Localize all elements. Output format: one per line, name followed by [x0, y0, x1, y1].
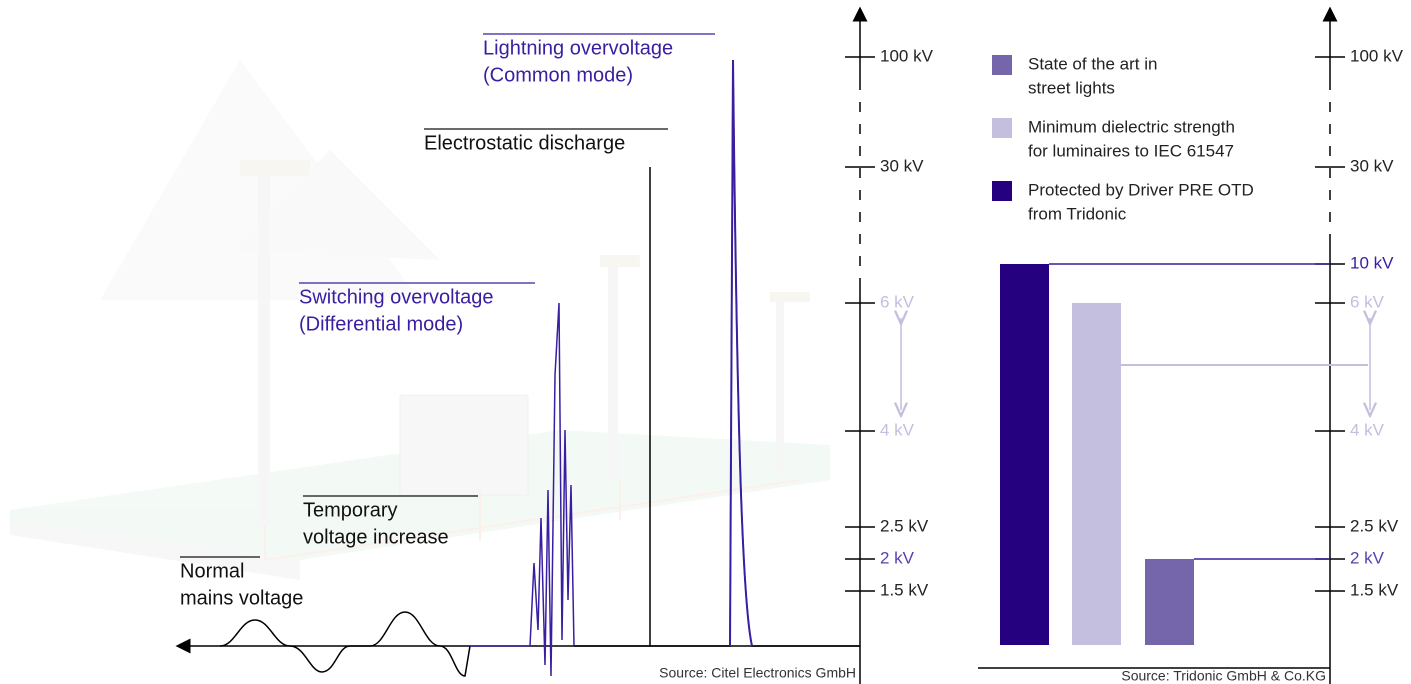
source: Source: Tridonic GmbH & Co.KG: [1121, 668, 1326, 684]
legend-swatch: [992, 118, 1012, 138]
legend-swatch: [992, 181, 1012, 201]
legend-label: from Tridonic: [1028, 204, 1127, 223]
tick-label: 4 kV: [1350, 420, 1385, 439]
mains-wave: [220, 612, 470, 676]
annotation: Lightning overvoltage: [483, 37, 673, 59]
tick-label: 1.5 kV: [1350, 580, 1399, 599]
lightning-spike: [730, 60, 752, 646]
tick-label: 1.5 kV: [880, 580, 929, 599]
annotation: Switching overvoltage: [299, 286, 494, 308]
tick-label: 2.5 kV: [880, 516, 929, 535]
legend-label: street lights: [1028, 78, 1115, 97]
annotation: Normal: [180, 560, 244, 582]
annotation: (Common mode): [483, 64, 633, 86]
tick-label: 2.5 kV: [1350, 516, 1399, 535]
annotation: mains voltage: [180, 587, 303, 609]
diagram: Source: Citel Electronics GmbH Source: T…: [0, 0, 1411, 684]
tick-label: 2 kV: [880, 548, 915, 567]
tick-label: 6 kV: [880, 292, 915, 311]
tick-label: 2 kV: [1350, 548, 1385, 567]
annotation: voltage increase: [303, 526, 449, 548]
legend-label: Minimum dielectric strength: [1028, 117, 1235, 136]
tick-label: 10 kV: [1350, 253, 1394, 272]
tick-label: 100 kV: [1350, 46, 1404, 65]
source: Source: Citel Electronics GmbH: [659, 665, 856, 681]
tick-label: 6 kV: [1350, 292, 1385, 311]
tick-label: 30 kV: [880, 156, 924, 175]
bar: [1072, 303, 1121, 645]
annotation: Electrostatic discharge: [424, 132, 625, 154]
legend-swatch: [992, 55, 1012, 75]
bar: [1145, 559, 1194, 645]
legend-label: Protected by Driver PRE OTD: [1028, 180, 1254, 199]
tick-label: 30 kV: [1350, 156, 1394, 175]
legend-label: for luminaires to IEC 61547: [1028, 141, 1234, 160]
tick-label: 100 kV: [880, 46, 934, 65]
bar: [1000, 264, 1049, 645]
tick-label: 4 kV: [880, 420, 915, 439]
annotation: (Differential mode): [299, 313, 463, 335]
annotation: Temporary: [303, 499, 397, 521]
legend-label: State of the art in: [1028, 54, 1157, 73]
